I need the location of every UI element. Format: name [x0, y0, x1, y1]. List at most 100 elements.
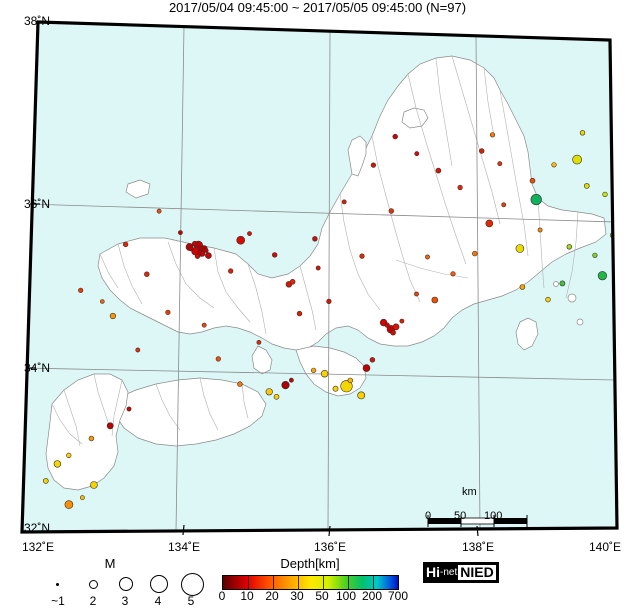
hinet-nied-logo: Hi -net NIED — [423, 562, 499, 583]
earthquake-marker[interactable] — [256, 339, 262, 345]
islet-b — [553, 281, 559, 287]
earthquake-marker[interactable] — [369, 357, 376, 363]
earthquake-marker[interactable] — [311, 367, 317, 373]
earthquake-marker[interactable] — [273, 393, 280, 400]
map-area[interactable]: km 0 50 100 — [0, 16, 635, 536]
earthquake-marker[interactable] — [551, 162, 557, 168]
earthquake-marker[interactable] — [289, 278, 296, 285]
awaji-island — [251, 345, 273, 375]
earthquake-marker[interactable] — [272, 252, 278, 258]
earthquake-marker[interactable] — [479, 148, 485, 154]
earthquake-marker[interactable] — [109, 312, 116, 320]
earthquake-marker[interactable] — [122, 241, 129, 248]
magnitude-symbol-4 — [150, 575, 168, 593]
earthquake-marker[interactable] — [42, 478, 49, 484]
earthquake-marker[interactable] — [497, 161, 503, 167]
earthquake-marker[interactable] — [572, 154, 582, 165]
earthquake-marker[interactable] — [265, 388, 273, 396]
earthquake-marker[interactable] — [472, 250, 478, 257]
earthquake-marker[interactable] — [515, 244, 525, 253]
earthquake-marker[interactable] — [315, 265, 321, 271]
lat-label-36n: 36˚N — [23, 197, 50, 211]
earthquake-marker[interactable] — [197, 245, 203, 251]
earthquake-marker[interactable] — [100, 299, 105, 304]
earthquake-marker[interactable] — [592, 252, 598, 258]
earthquake-marker[interactable] — [53, 460, 62, 468]
earthquake-marker[interactable] — [135, 347, 141, 353]
earthquake-marker[interactable] — [559, 280, 566, 287]
earthquake-marker[interactable] — [78, 287, 84, 293]
earthquake-marker[interactable] — [66, 452, 72, 459]
earthquake-marker[interactable] — [106, 422, 114, 430]
earthquake-marker[interactable] — [332, 385, 339, 392]
earthquake-marker[interactable] — [236, 235, 245, 245]
earthquake-marker[interactable] — [370, 162, 377, 168]
colorbar-separator — [298, 576, 299, 589]
earthquake-marker[interactable] — [390, 329, 396, 336]
earthquake-marker[interactable] — [194, 253, 201, 259]
earthquake-marker[interactable] — [288, 377, 294, 383]
earthquake-marker[interactable] — [414, 291, 419, 297]
earthquake-marker[interactable] — [579, 130, 586, 136]
earthquake-marker[interactable] — [64, 500, 74, 509]
earthquake-marker[interactable] — [144, 271, 150, 277]
earthquake-marker[interactable] — [457, 184, 463, 191]
earthquake-marker[interactable] — [566, 244, 572, 250]
izu-peninsula — [515, 317, 539, 351]
noto-peninsula — [347, 135, 367, 177]
earthquake-marker[interactable] — [602, 191, 608, 197]
earthquake-marker[interactable] — [425, 254, 430, 260]
earthquake-marker[interactable] — [165, 309, 171, 315]
earthquake-marker[interactable] — [431, 296, 439, 304]
earthquake-marker[interactable] — [359, 253, 365, 259]
earthquake-marker[interactable] — [399, 318, 405, 324]
earthquake-marker[interactable] — [90, 481, 98, 489]
earthquake-marker[interactable] — [188, 246, 194, 252]
earthquake-marker[interactable] — [485, 219, 494, 228]
earthquake-marker[interactable] — [320, 370, 329, 378]
earthquake-marker[interactable] — [237, 381, 243, 387]
earthquake-marker[interactable] — [435, 167, 442, 174]
earthquake-marker[interactable] — [312, 236, 318, 242]
earthquake-marker[interactable] — [450, 271, 456, 277]
earthquake-marker[interactable] — [177, 230, 183, 235]
lon-label-134e: 134˚E — [167, 540, 201, 554]
earthquake-marker[interactable] — [192, 240, 198, 247]
earthquake-marker[interactable] — [414, 151, 420, 157]
earthquake-marker[interactable] — [247, 231, 252, 236]
earthquake-marker[interactable] — [583, 183, 590, 189]
earthquake-marker[interactable] — [340, 380, 353, 393]
earthquake-marker[interactable] — [537, 227, 543, 233]
earthquake-marker[interactable] — [88, 435, 95, 442]
earthquake-marker[interactable] — [199, 251, 206, 257]
earthquake-marker[interactable] — [392, 133, 398, 140]
earthquake-marker[interactable] — [545, 296, 551, 303]
earthquake-marker[interactable] — [201, 322, 207, 328]
earthquake-marker[interactable] — [205, 252, 212, 259]
lat-label-32n: 32˚N — [23, 521, 50, 535]
earthquake-marker[interactable] — [204, 248, 209, 253]
earthquake-marker[interactable] — [296, 310, 303, 317]
earthquake-marker[interactable] — [228, 268, 234, 274]
earthquake-marker[interactable] — [80, 495, 85, 501]
earthquake-marker[interactable] — [392, 323, 400, 331]
earthquake-marker[interactable] — [347, 377, 353, 384]
earthquake-marker[interactable] — [156, 208, 162, 214]
earthquake-marker[interactable] — [530, 194, 542, 206]
earthquake-marker[interactable] — [357, 391, 366, 400]
earthquake-marker[interactable] — [529, 177, 536, 184]
earthquake-marker[interactable] — [489, 132, 496, 138]
earthquake-marker[interactable] — [384, 322, 390, 328]
earthquake-marker[interactable] — [519, 284, 526, 290]
seismicity-map[interactable] — [0, 16, 635, 536]
earthquake-marker[interactable] — [326, 298, 332, 305]
earthquake-marker[interactable] — [341, 199, 347, 205]
earthquake-marker[interactable] — [501, 202, 507, 208]
earthquake-marker[interactable] — [281, 381, 290, 390]
earthquake-marker[interactable] — [215, 356, 221, 362]
earthquake-markers[interactable] — [42, 130, 616, 509]
earthquake-marker[interactable] — [126, 406, 132, 412]
earthquake-marker[interactable] — [388, 208, 394, 214]
earthquake-marker[interactable] — [597, 271, 608, 281]
earthquake-marker[interactable] — [362, 364, 371, 372]
